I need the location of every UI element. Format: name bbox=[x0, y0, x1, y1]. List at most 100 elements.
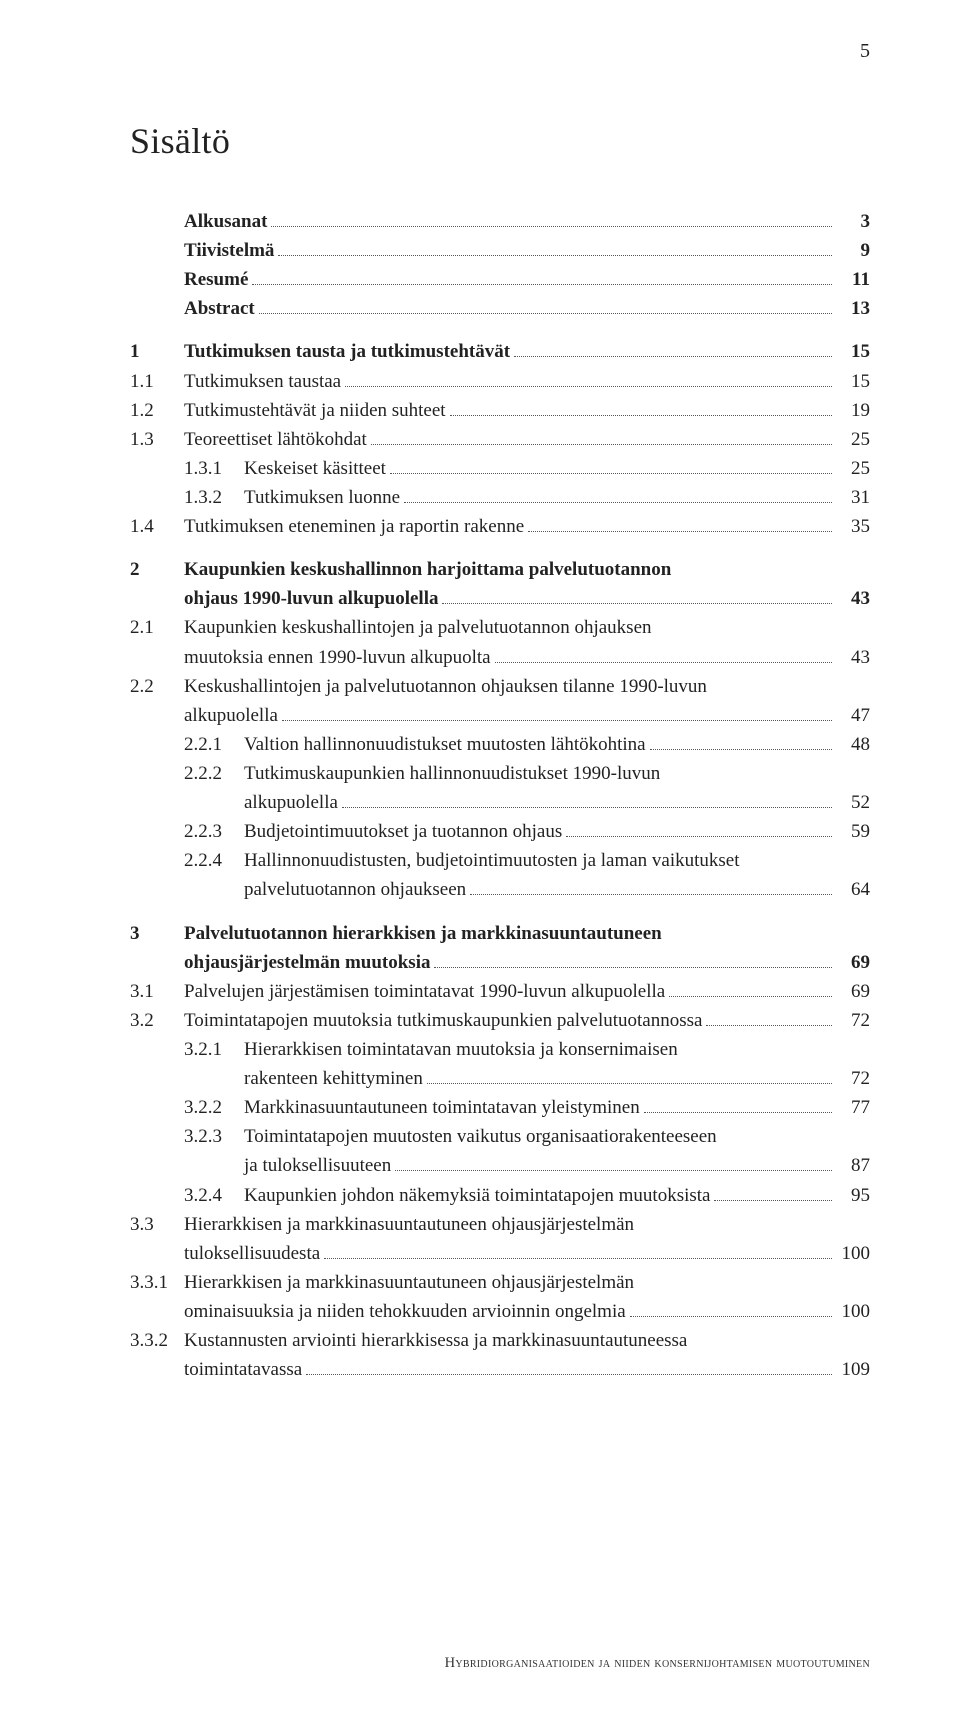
toc-entry: 1.3.1Keskeiset käsitteet25 bbox=[184, 455, 870, 483]
dot-leader bbox=[528, 531, 832, 532]
toc-entry-number: 3.3 bbox=[130, 1211, 184, 1239]
toc-entry: 3Palvelutuotannon hierarkkisen ja markki… bbox=[130, 920, 870, 948]
dot-leader bbox=[495, 662, 832, 663]
toc-entry-text: alkupuolella bbox=[184, 702, 278, 730]
toc-entry-page: 52 bbox=[836, 789, 870, 817]
toc-entry-text: Hierarkkisen toimintatavan muutoksia ja … bbox=[244, 1036, 678, 1064]
toc-entry: muutoksia ennen 1990-luvun alkupuolta43 bbox=[184, 644, 870, 672]
toc-entry-page: 48 bbox=[836, 731, 870, 759]
toc-entry-number: 1 bbox=[130, 338, 184, 366]
dot-leader bbox=[644, 1112, 832, 1113]
dot-leader bbox=[514, 356, 832, 357]
toc-entry-number: 1.4 bbox=[130, 513, 184, 541]
dot-leader bbox=[259, 313, 832, 314]
toc-entry: alkupuolella 52 bbox=[244, 789, 870, 817]
dot-leader bbox=[442, 603, 832, 604]
toc-entry-text: Tiivistelmä bbox=[184, 237, 274, 265]
toc-entry-text: Resumé bbox=[184, 266, 248, 294]
toc-entry: 3.3.1Hierarkkisen ja markkinasuuntautune… bbox=[130, 1269, 870, 1297]
toc-entry-text: Hallinnonuudistusten, budjetointimuutost… bbox=[244, 847, 740, 875]
toc-entry: tuloksellisuudesta 100 bbox=[184, 1240, 870, 1268]
toc-entry-text: Tutkimuksen luonne bbox=[244, 484, 400, 512]
toc-entry-text: Kaupunkien keskushallinnon harjoittama p… bbox=[184, 556, 671, 584]
dot-leader bbox=[650, 749, 832, 750]
dot-leader bbox=[427, 1083, 832, 1084]
toc-entry-page: 69 bbox=[836, 978, 870, 1006]
toc-entry-text: Toimintatapojen muutoksia tutkimuskaupun… bbox=[184, 1007, 702, 1035]
dot-leader bbox=[371, 444, 832, 445]
page-title: Sisältö bbox=[130, 120, 870, 162]
toc-entry-page: 25 bbox=[836, 426, 870, 454]
toc-entry: ohjaus 1990-luvun alkupuolella43 bbox=[184, 585, 870, 613]
toc-entry-number: 2.2.3 bbox=[184, 818, 244, 846]
toc-entry-page: 19 bbox=[836, 397, 870, 425]
toc-entry: 2.2Keskushallintojen ja palvelutuotannon… bbox=[130, 673, 870, 701]
toc-entry: 1.3Teoreettiset lähtökohdat25 bbox=[130, 426, 870, 454]
toc-entry-number: 2.1 bbox=[130, 614, 184, 642]
toc-entry-number: 3.1 bbox=[130, 978, 184, 1006]
toc-entry-text: Tutkimustehtävät ja niiden suhteet bbox=[184, 397, 446, 425]
toc-entry: 1.4Tutkimuksen eteneminen ja raportin ra… bbox=[130, 513, 870, 541]
toc-entry-page: 87 bbox=[836, 1152, 870, 1180]
toc-entry-number: 3.2 bbox=[130, 1007, 184, 1035]
toc-entry-page: 100 bbox=[836, 1240, 870, 1268]
toc-entry-text: Palvelutuotannon hierarkkisen ja markkin… bbox=[184, 920, 662, 948]
toc-entry: 2.2.1Valtion hallinnonuudistukset muutos… bbox=[184, 731, 870, 759]
toc-entry: Resumé 11 bbox=[130, 266, 870, 294]
toc-entry: rakenteen kehittyminen72 bbox=[244, 1065, 870, 1093]
toc-entry-text: Kaupunkien johdon näkemyksiä toimintatap… bbox=[244, 1182, 710, 1210]
toc-entry-number: 1.3.1 bbox=[184, 455, 244, 483]
dot-leader bbox=[342, 807, 832, 808]
toc-entry-page: 11 bbox=[836, 266, 870, 294]
toc-entry-text: ohjausjärjestelmän muutoksia bbox=[184, 949, 430, 977]
dot-leader bbox=[278, 255, 832, 256]
toc-entry-text: Abstract bbox=[184, 295, 255, 323]
dot-leader bbox=[404, 502, 832, 503]
toc-entry: 1.1Tutkimuksen taustaa15 bbox=[130, 368, 870, 396]
toc-entry-number: 3.2.3 bbox=[184, 1123, 244, 1151]
toc-entry-number: 2.2.1 bbox=[184, 731, 244, 759]
toc-entry: 1.3.2Tutkimuksen luonne31 bbox=[184, 484, 870, 512]
toc-entry-text: Toimintatapojen muutosten vaikutus organ… bbox=[244, 1123, 717, 1151]
toc-entry-page: 59 bbox=[836, 818, 870, 846]
toc-entry-page: 35 bbox=[836, 513, 870, 541]
toc-entry-page: 64 bbox=[836, 876, 870, 904]
dot-leader bbox=[450, 415, 832, 416]
dot-leader bbox=[630, 1316, 832, 1317]
toc-entry-text: Tutkimuksen tausta ja tutkimustehtävät bbox=[184, 338, 510, 366]
toc-entry-text: Tutkimuskaupunkien hallinnonuudistukset … bbox=[244, 760, 660, 788]
dot-leader bbox=[706, 1025, 832, 1026]
toc-entry-text: Kustannusten arviointi hierarkkisessa ja… bbox=[184, 1327, 687, 1355]
dot-leader bbox=[324, 1258, 832, 1259]
dot-leader bbox=[470, 894, 832, 895]
toc-entry-page: 9 bbox=[836, 237, 870, 265]
toc-entry-text: tuloksellisuudesta bbox=[184, 1240, 320, 1268]
toc-entry-text: alkupuolella bbox=[244, 789, 338, 817]
page-number: 5 bbox=[860, 40, 870, 63]
toc-entry: toimintatavassa109 bbox=[184, 1356, 870, 1384]
toc-entry: 3.2.3Toimintatapojen muutosten vaikutus … bbox=[184, 1123, 870, 1151]
dot-leader bbox=[566, 836, 832, 837]
dot-leader bbox=[282, 720, 832, 721]
toc-entry-text: Keskeiset käsitteet bbox=[244, 455, 386, 483]
toc-entry: 1Tutkimuksen tausta ja tutkimustehtävät1… bbox=[130, 338, 870, 366]
toc-entry-page: 47 bbox=[836, 702, 870, 730]
toc-entry-number: 1.3 bbox=[130, 426, 184, 454]
toc-entry: 2Kaupunkien keskushallinnon harjoittama … bbox=[130, 556, 870, 584]
toc-entry-number: 1.2 bbox=[130, 397, 184, 425]
toc-entry-page: 95 bbox=[836, 1182, 870, 1210]
toc-entry-text: Hierarkkisen ja markkinasuuntautuneen oh… bbox=[184, 1269, 634, 1297]
toc-entry-text: Palvelujen järjestämisen toimintatavat 1… bbox=[184, 978, 665, 1006]
toc-entry-number: 2.2 bbox=[130, 673, 184, 701]
toc-entry-page: 13 bbox=[836, 295, 870, 323]
toc-entry-text: Kaupunkien keskushallintojen ja palvelut… bbox=[184, 614, 652, 642]
toc-entry: ohjausjärjestelmän muutoksia69 bbox=[184, 949, 870, 977]
toc-entry-text: rakenteen kehittyminen bbox=[244, 1065, 423, 1093]
toc-entry: 2.2.4Hallinnonuudistusten, budjetointimu… bbox=[184, 847, 870, 875]
toc-entry-text: Tutkimuksen taustaa bbox=[184, 368, 341, 396]
toc-entry-text: ja tuloksellisuuteen bbox=[244, 1152, 391, 1180]
toc-entry-page: 109 bbox=[836, 1356, 870, 1384]
toc-entry: palvelutuotannon ohjaukseen64 bbox=[244, 876, 870, 904]
toc-entry: 2.2.3Budjetointimuutokset ja tuotannon o… bbox=[184, 818, 870, 846]
toc-entry-text: Tutkimuksen eteneminen ja raportin raken… bbox=[184, 513, 524, 541]
